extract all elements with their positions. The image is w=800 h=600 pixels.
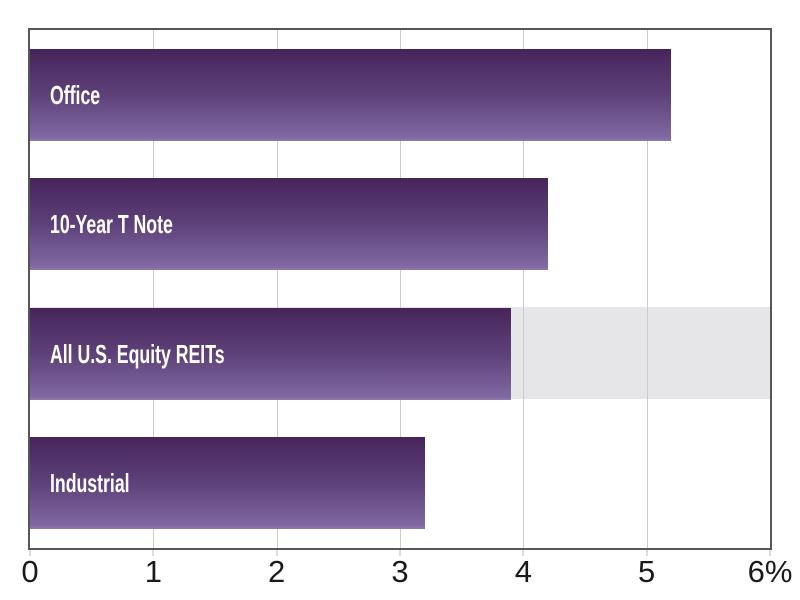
x-axis-tick: [276, 550, 278, 556]
x-axis: 0 1 2 3 4 5 6%: [21, 550, 792, 595]
bar-rows: Office 10-Year T Note All U.S. Equity RE…: [30, 30, 770, 548]
x-axis-tick-label: 2: [268, 554, 286, 589]
bar-label-industrial: Industrial: [50, 468, 130, 499]
bar-row-office: Office: [30, 30, 770, 160]
gridline: [276, 30, 278, 548]
x-axis-tick: [522, 550, 524, 556]
bar: 10-Year T Note: [30, 178, 548, 271]
x-axis-tick: [29, 550, 31, 556]
bar-label-office: Office: [50, 79, 101, 110]
bar: Office: [30, 48, 672, 141]
gridline: [153, 30, 155, 548]
x-axis-tick-label: 3: [391, 554, 409, 589]
gridline: [523, 30, 525, 548]
bar-row-10-year-t-note: 10-Year T Note: [30, 160, 770, 290]
gridlines: [30, 30, 770, 548]
gridline: [400, 30, 401, 548]
x-axis-tick-label: 1: [144, 554, 162, 589]
x-axis-tick-label: 0: [21, 554, 39, 589]
plot-area: Office 10-Year T Note All U.S. Equity RE…: [28, 28, 772, 550]
bar-label-all-us-equity-reits: All U.S. Equity REITs: [50, 338, 225, 369]
gridline: [646, 30, 648, 548]
bar: All U.S. Equity REITs: [30, 307, 511, 400]
x-axis-tick: [646, 550, 648, 556]
bar-label-10-year-t-note: 10-Year T Note: [50, 209, 173, 240]
x-axis-tick-label: 5: [638, 554, 656, 589]
bar: Industrial: [30, 437, 425, 530]
x-axis-tick-label: 6%: [747, 554, 793, 589]
bar-row-all-us-equity-reits: All U.S. Equity REITs: [30, 289, 770, 419]
x-axis-tick: [399, 550, 401, 556]
bar-row-industrial: Industrial: [30, 419, 770, 549]
x-axis-tick-label: 4: [514, 554, 532, 589]
x-axis-tick: [152, 550, 154, 556]
x-axis-tick: [769, 550, 771, 556]
